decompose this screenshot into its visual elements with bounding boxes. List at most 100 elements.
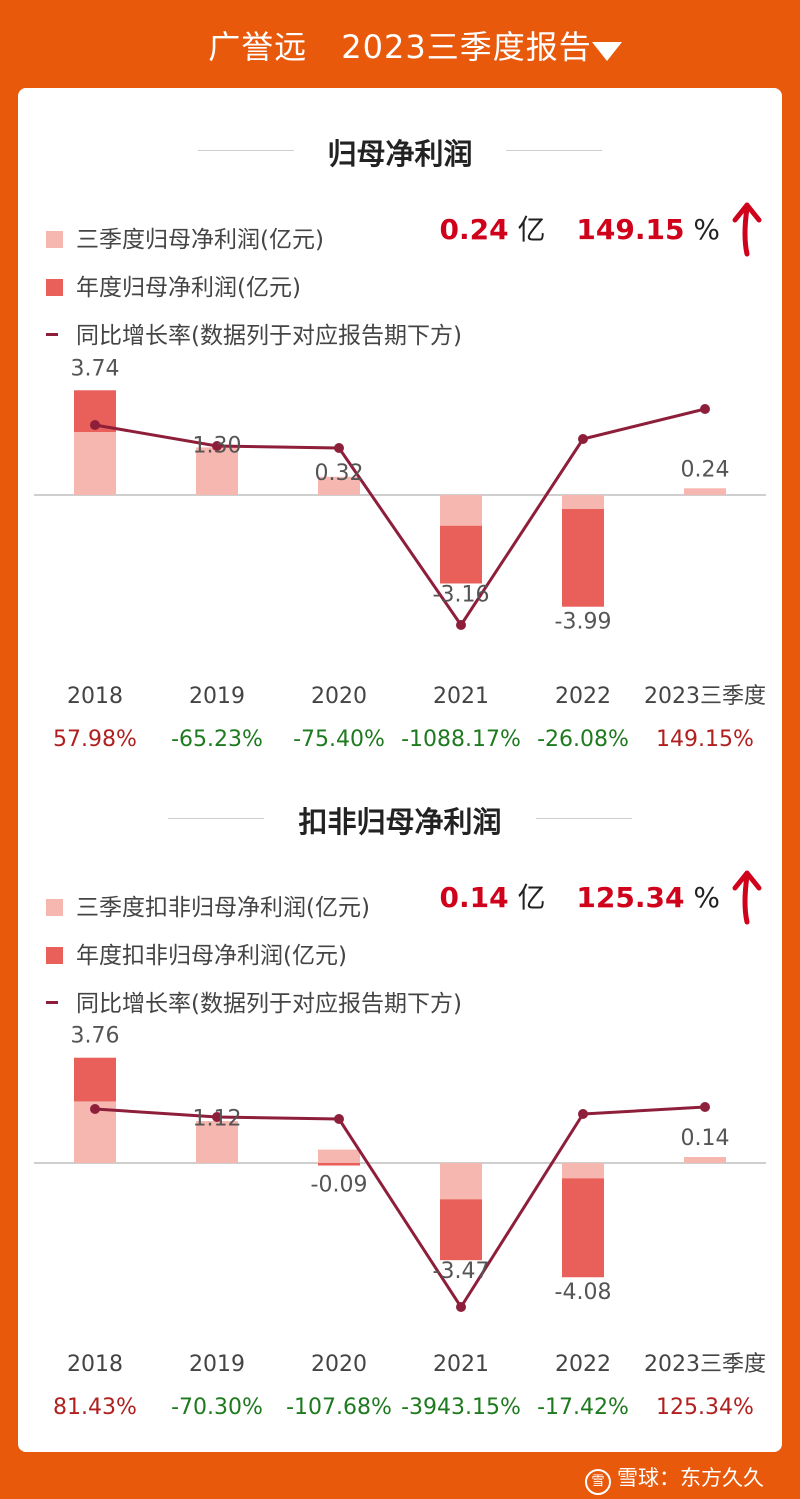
value-label: -4.08 <box>555 1280 612 1305</box>
growth-point <box>578 1109 588 1119</box>
headline-value: 0.24 <box>439 213 509 246</box>
legend-label-growth: 同比增长率(数据列于对应报告期下方) <box>76 991 462 1017</box>
legend-swatch-annual <box>46 947 63 964</box>
quarterly-bar <box>74 432 116 495</box>
legend-growth: 同比增长率(数据列于对应报告期下方) <box>46 984 462 1018</box>
annual-bar <box>562 1163 604 1278</box>
value-label: 3.74 <box>71 356 120 381</box>
legend-quarterly: 三季度扣非归母净利润(亿元) <box>46 888 370 922</box>
growth-point <box>334 443 344 453</box>
growth-point <box>456 620 466 630</box>
growth-label: -107.68% <box>286 1395 392 1420</box>
growth-line <box>94 1105 706 1309</box>
category-label: 2020 <box>311 684 367 709</box>
growth-point <box>578 434 588 444</box>
annual-bar <box>318 1163 360 1166</box>
quarterly-bar <box>318 1149 360 1163</box>
value-label: -0.09 <box>311 1173 368 1198</box>
quarterly-bar <box>684 488 726 495</box>
title-divider-left <box>168 818 264 819</box>
quarterly-bar <box>684 1157 726 1163</box>
legend-annual: 年度归母净利润(亿元) <box>46 268 301 302</box>
growth-point <box>700 404 710 414</box>
deducted-net-profit-panel: 扣非归母净利润 三季度扣非归母净利润(亿元) 年度扣非归母净利润(亿元) 同比增… <box>0 668 800 1420</box>
growth-label: -75.40% <box>293 727 385 752</box>
legend-line-swatch <box>46 333 58 336</box>
growth-label: -1088.17% <box>401 727 521 752</box>
header-title: 广誉远 2023三季度报告 <box>0 22 800 68</box>
growth-label: 81.43% <box>53 1395 137 1420</box>
legend-label-growth: 同比增长率(数据列于对应报告期下方) <box>76 323 462 349</box>
category-label: 2018 <box>67 1352 123 1377</box>
legend-swatch-annual <box>46 279 63 296</box>
value-label: 0.24 <box>681 457 730 482</box>
growth-label: 125.34% <box>656 1395 754 1420</box>
headline-metric: 0.24 亿 149.15 % <box>440 208 721 248</box>
headline-pct-unit: % <box>693 881 720 914</box>
headline-value: 0.14 <box>439 881 509 914</box>
category-label: 2023三季度 <box>644 684 766 709</box>
legend-growth: 同比增长率(数据列于对应报告期下方) <box>46 316 462 350</box>
headline-metric: 0.14 亿 125.34 % <box>440 876 721 916</box>
growth-point <box>212 1112 222 1122</box>
category-label: 2019 <box>189 1352 245 1377</box>
category-label: 2021 <box>433 1352 489 1377</box>
growth-line <box>94 407 706 627</box>
annual-bar <box>562 495 604 607</box>
value-label: -3.16 <box>433 582 490 607</box>
title-divider-right <box>536 818 632 819</box>
headline-pct-unit: % <box>693 213 720 246</box>
category-label: 2020 <box>311 1352 367 1377</box>
quarterly-bar <box>196 447 238 495</box>
category-label: 2023三季度 <box>644 1352 766 1377</box>
quarterly-bar <box>562 1163 604 1179</box>
growth-point <box>456 1302 466 1312</box>
growth-point <box>212 441 222 451</box>
legend-swatch-quarterly <box>46 231 63 248</box>
value-label: 3.76 <box>71 1024 120 1049</box>
growth-point <box>334 1114 344 1124</box>
value-label: -3.47 <box>433 1259 490 1284</box>
quarterly-bar <box>562 495 604 509</box>
headline-pct: 149.15 <box>576 213 685 246</box>
deducted-net-profit-chart: 3.76 1.12 -0.09 -3.47 -4.08 0.14 2018 2019 2020 2… <box>34 1024 766 1420</box>
dropdown-triangle-icon[interactable] <box>592 42 622 61</box>
legend-label-annual: 年度归母净利润(亿元) <box>76 275 301 301</box>
report-period: 2023三季度报告 <box>341 28 592 66</box>
growth-point <box>90 1104 100 1114</box>
report-card <box>18 88 782 1452</box>
category-label: 2021 <box>433 684 489 709</box>
growth-label: 57.98% <box>53 727 137 752</box>
category-label: 2022 <box>555 684 611 709</box>
legend-swatch-quarterly <box>46 899 63 916</box>
growth-label: -26.08% <box>537 727 629 752</box>
title-divider-left <box>198 150 294 151</box>
headline-pct: 125.34 <box>576 881 685 914</box>
value-label: 1.12 <box>193 1107 242 1132</box>
up-arrow-icon <box>732 870 762 925</box>
growth-point <box>700 1102 710 1112</box>
headline-unit: 亿 <box>517 881 546 914</box>
watermark-text: 雪球：东方久久 <box>617 1466 764 1490</box>
growth-point <box>90 420 100 430</box>
category-label: 2022 <box>555 1352 611 1377</box>
legend-label-quarterly: 三季度归母净利润(亿元) <box>76 227 324 253</box>
net-profit-chart: 3.74 1.30 0.32 -3.16 -3.99 0.24 2018 2019 2020 20… <box>34 356 766 752</box>
category-label: 2018 <box>67 684 123 709</box>
value-label: 0.32 <box>315 461 364 486</box>
snowball-logo-icon: 雪 <box>585 1469 611 1495</box>
legend-quarterly: 三季度归母净利润(亿元) <box>46 220 324 254</box>
quarterly-bar <box>196 1121 238 1163</box>
up-arrow-icon <box>732 202 762 257</box>
value-label: 0.14 <box>681 1126 730 1151</box>
growth-label: -65.23% <box>171 727 263 752</box>
value-label: 1.30 <box>193 434 242 459</box>
growth-label: 149.15% <box>656 727 754 752</box>
category-label: 2019 <box>189 684 245 709</box>
section-title: 归母净利润 <box>327 137 473 171</box>
legend-line-swatch <box>46 1001 58 1004</box>
legend-annual: 年度扣非归母净利润(亿元) <box>46 936 347 970</box>
quarterly-bar <box>318 476 360 495</box>
report-header[interactable]: 广誉远 2023三季度报告 <box>0 0 800 90</box>
legend-label-quarterly: 三季度扣非归母净利润(亿元) <box>76 895 370 921</box>
